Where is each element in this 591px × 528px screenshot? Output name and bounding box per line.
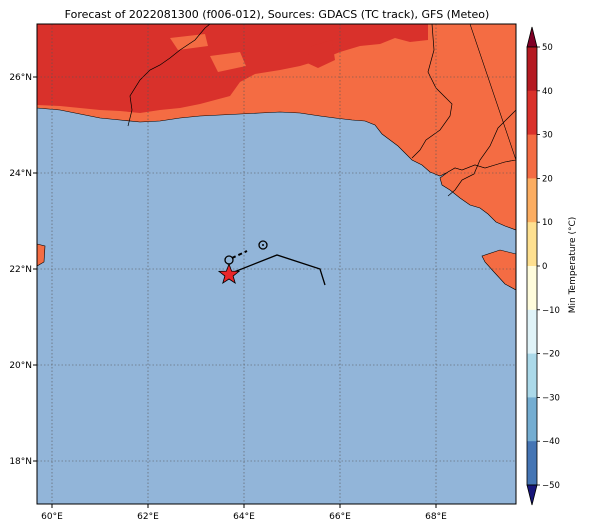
warm-patch (170, 34, 208, 50)
colorbar-tick-label: 30 (542, 131, 553, 141)
land-gujarat (481, 249, 516, 291)
y-tick-label: 26°N (9, 73, 32, 83)
colorbar-tick-label: −30 (542, 393, 560, 403)
y-tick-label: 18°N (9, 457, 32, 467)
track-path (228, 254, 326, 286)
colorbar: 50 40 30 20 10 0 −10 −20 −30 −40 −50 (526, 26, 560, 506)
x-axis: 60°E 62°E 64°E 66°E 68°E (41, 504, 447, 522)
x-tick-label: 64°E (233, 512, 255, 522)
colorbar-band (527, 353, 537, 398)
tc-track (217, 240, 326, 286)
colorbar-tick-label: −20 (542, 350, 560, 360)
colorbar-tick-label: −40 (542, 437, 560, 447)
x-tick-label: 68°E (425, 512, 447, 522)
warm-patch-2 (210, 52, 246, 72)
y-axis: 26°N 24°N 22°N 20°N 18°N (9, 73, 37, 467)
colorbar-tick-label: −50 (542, 481, 560, 491)
colorbar-band (527, 134, 537, 179)
map-panel (37, 24, 516, 504)
border-oman-uae (127, 24, 211, 127)
colorbar-extend-min (526, 484, 538, 506)
x-tick-label: 60°E (41, 512, 63, 522)
y-tick-label: 20°N (9, 361, 32, 371)
land-west-edge (37, 243, 46, 267)
red-star-icon (217, 262, 241, 285)
x-tick-label: 66°E (329, 512, 351, 522)
colorbar-band (527, 178, 537, 223)
colorbar-tick-label: 40 (542, 87, 553, 97)
forecast-point-2-center (262, 244, 264, 246)
colorbar-band (527, 90, 537, 136)
figure-title: Forecast of 2022081300 (f006-012), Sourc… (65, 8, 490, 21)
colorbar-band (527, 309, 537, 355)
forecast-point-2 (258, 240, 268, 250)
colorbar-band (527, 47, 537, 92)
y-tick-label: 22°N (9, 265, 32, 275)
colorbar-band (527, 222, 537, 267)
colorbar-band (527, 397, 537, 442)
colorbar-tick-label: 0 (542, 262, 547, 272)
track-forecast-segment (231, 250, 248, 259)
colorbar-label: Min Temperature (°C) (568, 217, 578, 314)
colorbar-extend-max (526, 26, 538, 48)
y-tick-label: 24°N (9, 169, 32, 179)
gridlines (37, 24, 516, 504)
hot-patch (305, 40, 335, 68)
colorbar-band (527, 441, 537, 486)
colorbar-tick-label: −10 (542, 306, 560, 316)
land-india (439, 24, 516, 231)
colorbar-tick-label: 20 (542, 174, 553, 184)
colorbar-tick-label: 10 (542, 218, 553, 228)
x-tick-label: 62°E (137, 512, 159, 522)
border-iran-pakistan (411, 24, 453, 159)
colorbar-band (527, 266, 537, 311)
colorbar-tick-label: 50 (542, 43, 553, 53)
map-frame (36, 23, 517, 505)
border-pakistan-india (447, 109, 516, 197)
